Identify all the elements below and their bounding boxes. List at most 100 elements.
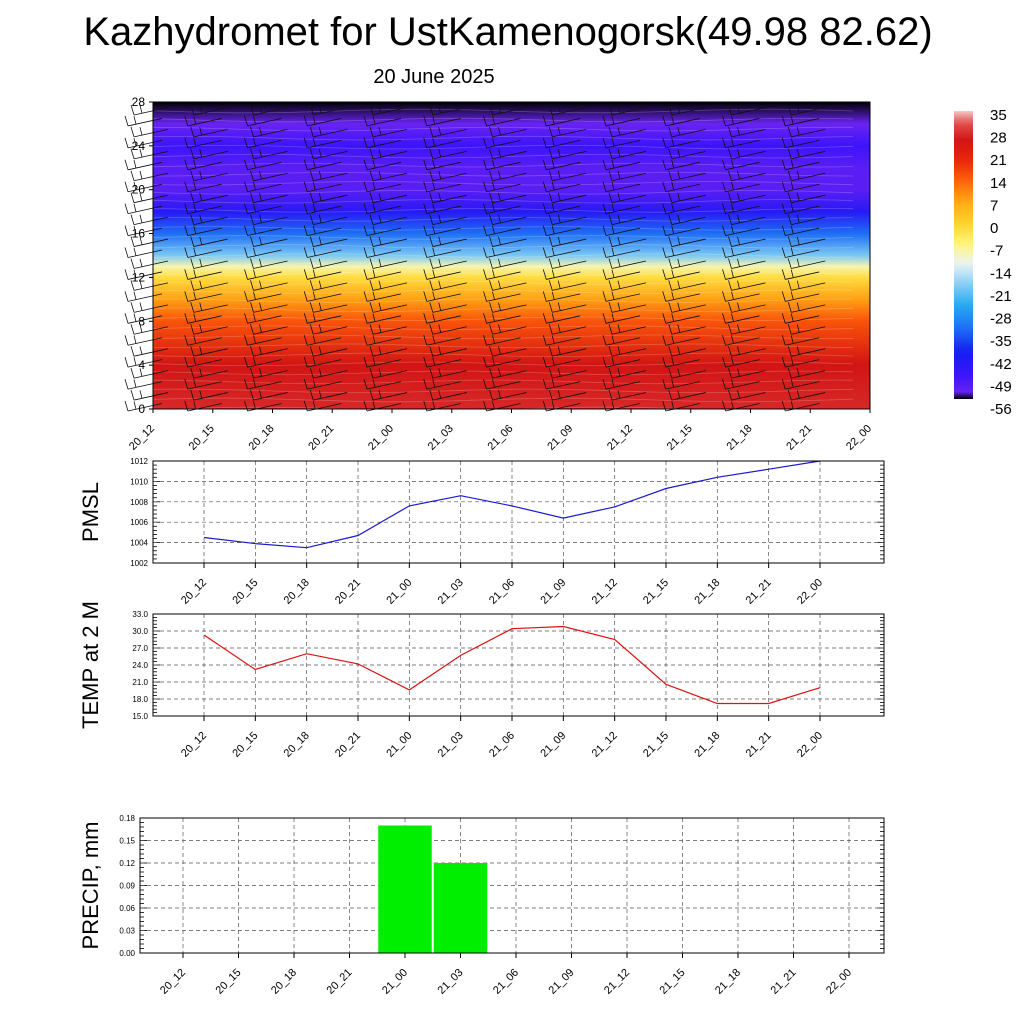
colorbar-label: -49 <box>990 378 1012 395</box>
wind-barb <box>250 192 288 204</box>
wind-barb <box>602 378 641 390</box>
wind-barb <box>190 280 228 291</box>
wind-barb <box>668 236 706 247</box>
colorbar-label: -7 <box>990 243 1003 260</box>
temperature-panel: 15.0 18.0 21.0 24.0 27.0 30.0 33.0 20_12 20_15 20… <box>78 601 885 760</box>
wind-barb <box>429 192 467 204</box>
wind-barb <box>130 214 169 226</box>
wind-barb <box>429 170 467 182</box>
wind-barb <box>608 280 647 291</box>
precip-panel-frame <box>139 817 885 954</box>
wind-barb <box>429 280 467 291</box>
colorbar-label: -35 <box>990 333 1012 350</box>
wind-barb <box>722 225 760 236</box>
wind-barb <box>787 236 826 247</box>
wind-barb <box>244 269 282 280</box>
x-tick-label: 21_18 <box>713 967 743 997</box>
x-tick-label: 22_00 <box>795 577 825 607</box>
wind-barb <box>130 170 169 182</box>
wind-barb <box>124 247 163 258</box>
wind-barb <box>483 225 521 236</box>
pmsl-panel-frame <box>152 460 885 564</box>
wind-barb <box>483 269 521 280</box>
y-tick-label: 21.0 <box>132 678 148 687</box>
wind-barb <box>369 324 408 335</box>
wind-barb <box>781 269 820 280</box>
y-tick-label: 0.12 <box>119 859 135 868</box>
x-tick-label: 20_21 <box>306 423 336 453</box>
wind-barb <box>250 302 288 313</box>
wind-barb <box>542 378 581 390</box>
wind-barb <box>309 148 348 160</box>
wind-barb <box>309 302 348 313</box>
wind-barb <box>363 181 402 193</box>
wind-barb <box>548 346 587 357</box>
wind-barb <box>483 291 521 302</box>
wind-barb <box>602 159 641 171</box>
x-tick-label: 21_06 <box>487 730 517 760</box>
colorbar-label: 28 <box>990 130 1007 147</box>
x-tick-label: 21_18 <box>725 423 755 453</box>
wind-barb <box>130 302 169 313</box>
y-tick-label: 4 <box>138 358 145 372</box>
x-tick-label: 21_03 <box>436 730 466 760</box>
x-tick-label: 21_21 <box>744 577 774 607</box>
colorbar-scale <box>954 111 973 399</box>
wind-barb <box>429 126 467 138</box>
wind-barb <box>369 389 408 401</box>
y-tick-label: 1008 <box>130 498 148 507</box>
wind-barb <box>781 247 820 258</box>
wind-barb <box>190 258 228 269</box>
wind-barb <box>787 346 826 357</box>
wind-barb <box>130 236 169 247</box>
wind-barb <box>542 115 581 127</box>
wind-barb <box>722 159 760 171</box>
wind-barb <box>668 170 706 182</box>
wind-barb <box>250 104 288 116</box>
x-tick-label: 21_00 <box>384 730 414 760</box>
wind-barb <box>548 280 587 291</box>
wind-barb <box>423 159 461 171</box>
wind-barb <box>548 258 587 269</box>
x-tick-label: 20_21 <box>333 730 363 760</box>
wind-barb <box>787 258 826 269</box>
x-tick-label: 21_06 <box>491 967 521 997</box>
x-tick-label: 21_09 <box>545 423 575 453</box>
cross-section-panel: 0 4 8 12 16 20 24 28 20_12 20_15 20_18 20_21 21_00 21… <box>124 95 874 453</box>
y-tick-label: 30.0 <box>132 627 148 636</box>
wind-barb <box>722 291 760 302</box>
wind-barb <box>130 346 169 357</box>
wind-barb <box>548 214 587 226</box>
wind-barb <box>662 181 700 193</box>
wind-barb <box>548 367 587 379</box>
y-tick-label: 12 <box>132 270 146 284</box>
wind-barb <box>548 302 587 313</box>
wind-barb <box>309 170 348 182</box>
wind-barb <box>369 367 408 379</box>
wind-barb <box>309 236 348 247</box>
y-tick-label: 0 <box>138 402 145 416</box>
wind-barb <box>309 214 348 226</box>
wind-barb <box>244 137 282 149</box>
colorbar-label: -21 <box>990 288 1012 305</box>
wind-barb <box>662 269 700 280</box>
wind-barb <box>429 148 467 160</box>
x-tick-label: 21_09 <box>538 730 568 760</box>
wind-barb <box>548 126 587 138</box>
wind-barb <box>483 137 521 149</box>
wind-barb <box>787 280 826 291</box>
x-tick-label: 21_12 <box>590 730 620 760</box>
y-tick-label: 24.0 <box>132 661 148 670</box>
wind-barb <box>668 302 706 313</box>
wind-barb <box>489 258 527 269</box>
wind-barb <box>781 356 820 368</box>
wind-barb <box>722 247 760 258</box>
wind-barb <box>722 335 760 346</box>
wind-barb <box>124 378 163 390</box>
y-tick-label: 0.18 <box>119 814 135 823</box>
wind-barb <box>369 236 408 247</box>
wind-barb <box>602 225 641 236</box>
wind-barb <box>489 126 527 138</box>
x-tick-label: 20_12 <box>179 730 209 760</box>
x-tick-label: 20_18 <box>247 423 277 453</box>
